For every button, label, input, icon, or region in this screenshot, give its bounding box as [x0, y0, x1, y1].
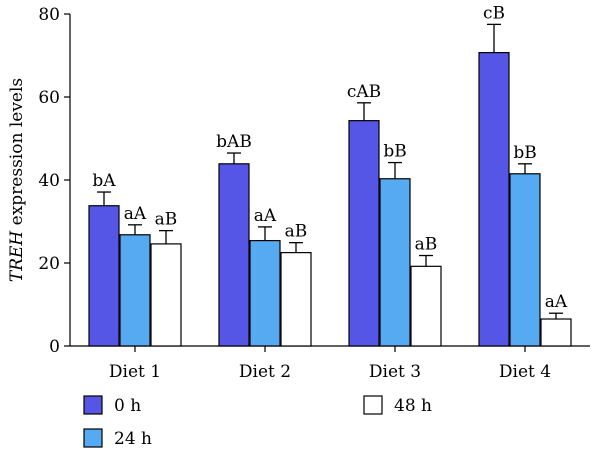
bar — [249, 239, 281, 347]
bar-labels: bA aA aB bAB aA aB cAB bB aB cB bB aA — [92, 3, 568, 312]
bar-significance-label: bB — [513, 143, 536, 163]
x-tick-label: Diet 1 — [109, 362, 161, 382]
bar-significance-label: aB — [155, 210, 178, 230]
bar-significance-label: cAB — [347, 82, 381, 102]
x-tick-label: Diet 2 — [239, 362, 291, 382]
legend-label: 24 h — [114, 429, 152, 449]
y-tick-label: 40 — [38, 171, 60, 191]
bar-significance-label: aA — [545, 292, 568, 312]
x-tick-label: Diet 3 — [369, 362, 421, 382]
bar — [88, 205, 120, 347]
legend-swatch — [363, 395, 383, 415]
bar-significance-label: aB — [285, 222, 308, 242]
error-bars — [97, 23, 563, 320]
legend-swatch — [83, 395, 103, 415]
y-axis-label: TREH expression levels — [7, 78, 27, 282]
y-tick-label: 60 — [38, 88, 60, 108]
bar-significance-label: bA — [92, 171, 116, 191]
bar-significance-label: aA — [124, 204, 147, 224]
bar-significance-label: bAB — [216, 132, 252, 152]
bar — [218, 163, 250, 347]
bar-significance-label: bB — [383, 142, 406, 162]
bar — [280, 252, 312, 347]
bar — [410, 265, 442, 347]
bar — [348, 120, 380, 347]
bar-significance-label: aB — [415, 235, 438, 255]
y-tick-label: 20 — [38, 254, 60, 274]
bar — [379, 178, 411, 347]
bar — [509, 173, 541, 347]
x-tick-label: Diet 4 — [499, 362, 551, 382]
legend-swatch — [83, 428, 103, 448]
bar — [540, 318, 572, 347]
x-tick-labels: Diet 1 Diet 2 Diet 3 Diet 4 — [109, 346, 551, 382]
bar — [119, 234, 151, 347]
bars — [88, 51, 572, 347]
legend: 0 h 24 h 48 h — [83, 395, 432, 449]
y-tick-labels: 0 20 40 60 80 — [38, 5, 70, 357]
bar-significance-label: aA — [254, 206, 277, 226]
bar — [478, 51, 510, 347]
y-axis-label-italic: TREH — [7, 230, 27, 283]
y-tick-label: 0 — [49, 337, 60, 357]
legend-label: 48 h — [394, 396, 432, 416]
legend-label: 0 h — [114, 396, 141, 416]
bar-significance-label: cB — [483, 3, 505, 23]
bar — [150, 243, 182, 347]
y-tick-label: 80 — [38, 5, 60, 25]
y-axis-label-rest: expression levels — [7, 78, 27, 231]
